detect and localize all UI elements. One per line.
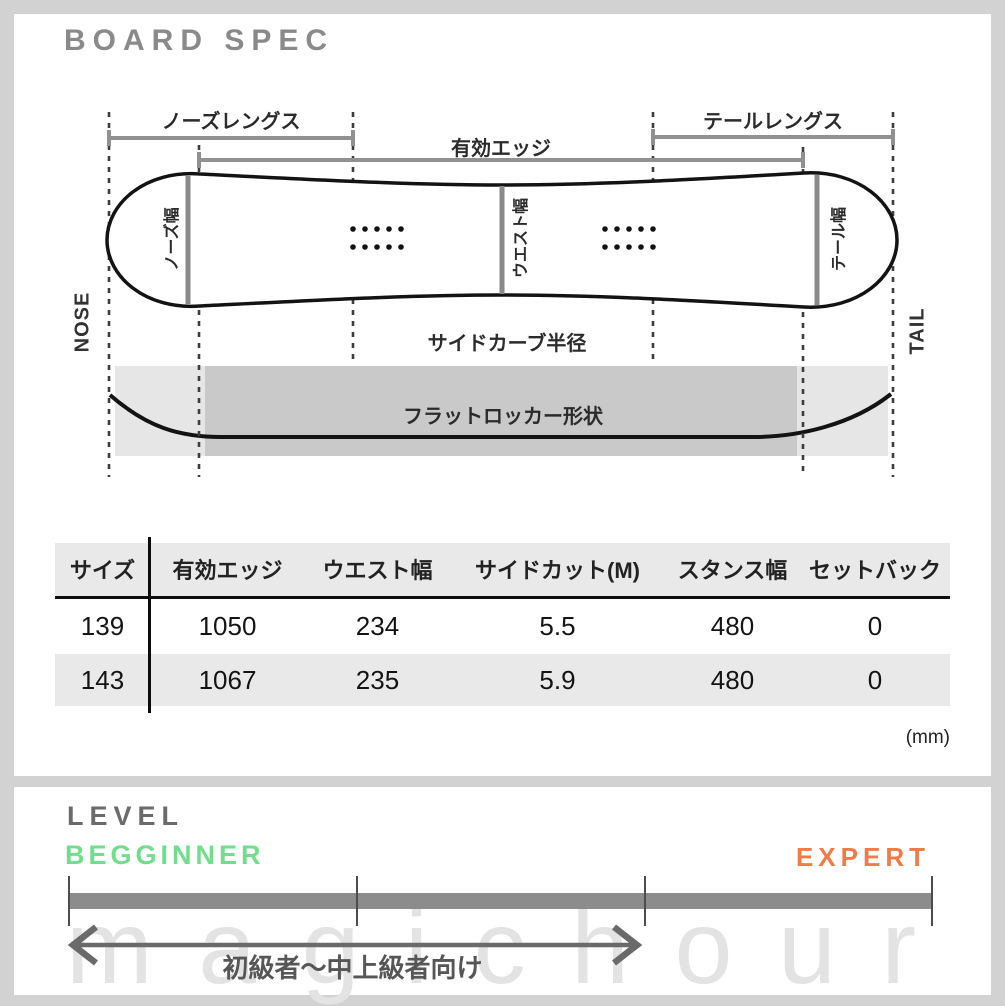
cell-effective-edge: 1050 [198,610,257,641]
header-stance-width: スタンス幅 [665,543,800,599]
beginner-label: BEGGINNER [65,840,265,870]
header-waist-width: ウエスト幅 [305,543,450,599]
watermark-letter: o [674,890,733,1006]
cell-setback: 0 [867,664,883,695]
cell-stance-width: 480 [710,664,755,695]
nose-end-label: NOSE [71,291,94,353]
tail-width-label: テール幅 [831,206,848,272]
level-range-label: 初級者～中上級者向け [222,953,483,983]
rocker-shape-label: フラットロッカー形状 [403,406,603,428]
rocker-band-dark [205,366,797,456]
binding-insert-dots [350,226,656,250]
page-title: BOARD SPEC [64,24,335,57]
level-range-arrow [67,924,643,966]
watermark-letter: c [473,890,526,1006]
level-tick-4 [931,876,933,926]
waist-width-label: ウエスト幅 [513,197,530,279]
level-title: LEVEL [67,801,185,831]
watermark-letter: r [881,890,916,1006]
cell-stance-width: 480 [710,610,755,641]
expert-label: EXPERT [795,842,930,872]
table-row: 143 1067 235 5.9 480 0 [55,654,950,706]
level-tick-3 [644,876,646,926]
rocker-profile-curve [108,392,893,439]
measurement-lines [107,129,895,168]
watermark-letter: a [198,890,257,1006]
cell-size: 139 [80,610,125,641]
table-column-divider [148,537,151,713]
unit-note: (mm) [905,727,950,748]
cell-sidecut: 5.5 [539,610,576,641]
cell-size: 143 [80,664,125,695]
level-tick-2 [356,876,358,926]
cell-sidecut: 5.9 [539,664,576,695]
header-setback: セットバック [800,543,950,599]
header-size: サイズ [55,543,150,599]
tail-end-label: TAIL [906,307,929,355]
nose-length-label: ノーズレングス [161,111,301,133]
level-panel [14,787,991,995]
cell-waist-width: 235 [355,664,400,695]
header-sidecut: サイドカット(M) [450,543,665,599]
watermark-letter: u [777,890,836,1006]
cell-setback: 0 [867,610,883,641]
level-bar [68,893,933,909]
spec-table: サイズ 有効エッジ ウエスト幅 サイドカット(M) スタンス幅 セットバック 1… [55,543,950,706]
watermark-letter: g [301,890,360,1006]
cell-effective-edge: 1067 [198,664,257,695]
watermark-letter: i [404,890,429,1006]
header-effective-edge: 有効エッジ [150,543,305,599]
width-bars [185,175,820,305]
cell-waist-width: 234 [355,610,400,641]
brand-watermark: m a g i c h o u r [66,896,916,1000]
table-row: 139 1050 234 5.5 480 0 [55,597,950,654]
effective-edge-label: 有効エッジ [451,138,551,160]
nose-width-label: ノーズ幅 [164,207,181,271]
tail-length-label: テールレングス [703,111,843,133]
spec-table-header-row: サイズ 有効エッジ ウエスト幅 サイドカット(M) スタンス幅 セットバック [55,543,950,599]
watermark-letter: h [571,890,630,1006]
board-diagram [105,112,899,477]
level-tick-1 [68,876,70,926]
sidecurve-radius-label: サイドカーブ半径 [427,333,587,355]
